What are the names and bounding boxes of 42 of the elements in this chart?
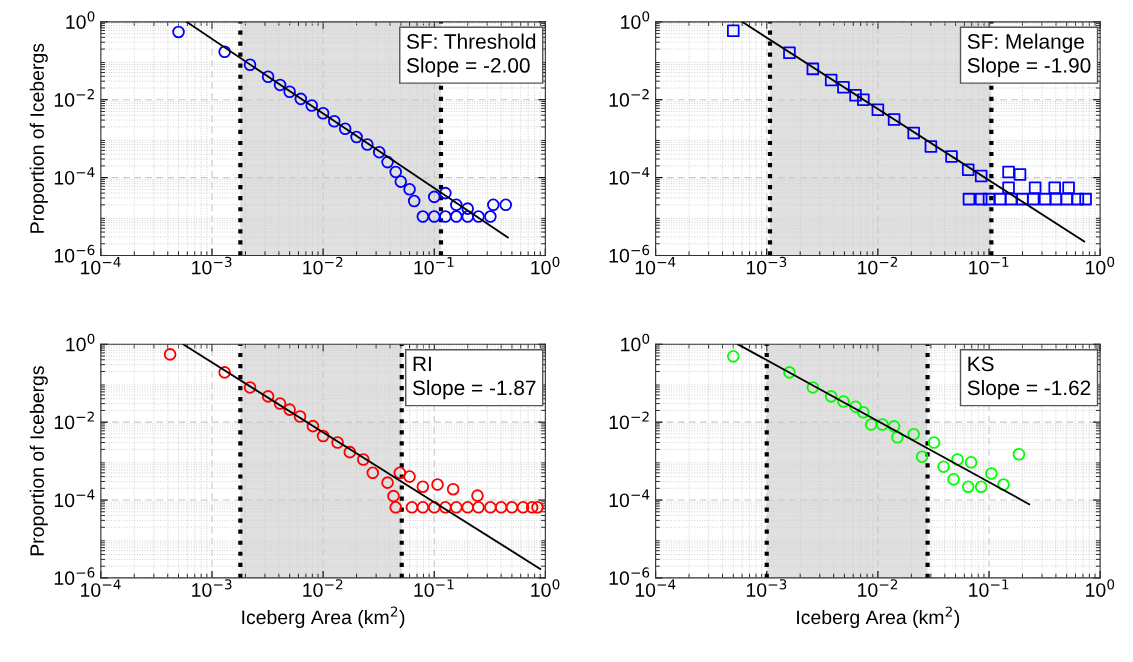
x-tick-label: 10$^{−1}$ [414, 256, 454, 275]
x-tick-label: 10$^{−2}$ [858, 579, 898, 597]
y-tick-label: 10$^{−2}$ [54, 89, 94, 107]
x-tick-label: 10$^{0}$ [531, 256, 560, 275]
annotation: RI [413, 356, 431, 372]
x-tick-label: 10$^{−3}$ [192, 256, 232, 275]
x-tick-label: 10$^{−1}$ [969, 256, 1009, 275]
annotation: Slope = -2.00 [406, 57, 530, 77]
annotation: KS [968, 356, 994, 372]
annotation: Slope = -1.90 [967, 57, 1091, 77]
x-tick-label: 10$^{−4}$ [81, 256, 121, 275]
annotation: Slope = -1.87 [412, 379, 536, 400]
y-tick-label: 10$^{0}$ [621, 11, 650, 29]
x-axis-title: Iceberg Area (km$^{2}$) [242, 606, 405, 629]
y-tick-label: 10$^{0}$ [621, 333, 650, 352]
x-tick-label: 10$^{−3}$ [746, 579, 787, 597]
y-axis-title: Proportion of Icebergs [29, 366, 48, 556]
x-tick-label: 10$^{−4}$ [635, 256, 676, 275]
y-tick-label: 10$^{−2}$ [609, 89, 649, 107]
y-tick-label: 10$^{−4}$ [609, 167, 650, 185]
x-tick-label: 10$^{−2}$ [858, 256, 898, 275]
x-tick-label: 10$^{−1}$ [414, 579, 454, 597]
y-axis-title: Proportion of Icebergs [29, 43, 48, 233]
y-tick-label: 10$^{−2}$ [54, 411, 94, 430]
y-tick-label: 10$^{−4}$ [609, 489, 650, 508]
annotation: SF: Threshold [406, 33, 536, 49]
x-tick-label: 10$^{0}$ [531, 579, 560, 597]
x-tick-label: 10$^{−2}$ [303, 256, 343, 275]
x-axis-title: Iceberg Area (km$^{2}$) [797, 606, 960, 629]
y-tick-label: 10$^{−4}$ [54, 489, 95, 508]
y-tick-label: 10$^{−2}$ [609, 411, 649, 430]
y-tick-label: 10$^{0}$ [66, 333, 95, 352]
y-tick-label: 10$^{0}$ [66, 11, 95, 29]
annotation: Slope = -1.62 [967, 379, 1091, 400]
x-tick-label: 10$^{0}$ [1086, 256, 1115, 275]
y-tick-label: 10$^{−4}$ [54, 167, 95, 185]
x-tick-label: 10$^{−3}$ [746, 256, 787, 275]
x-tick-label: 10$^{0}$ [1086, 579, 1115, 597]
x-tick-label: 10$^{−2}$ [303, 579, 343, 597]
annotation: SF: Melange [967, 33, 1084, 53]
x-tick-label: 10$^{−3}$ [192, 579, 232, 597]
x-tick-label: 10$^{−1}$ [969, 579, 1009, 597]
